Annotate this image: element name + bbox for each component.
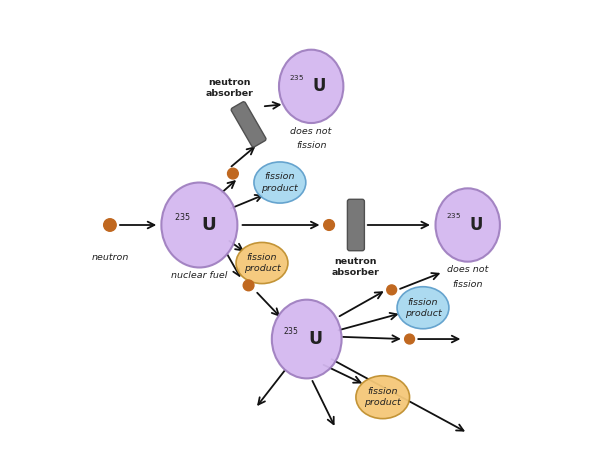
Text: product: product <box>364 398 401 407</box>
Text: does not: does not <box>447 265 488 274</box>
Text: product: product <box>404 309 442 318</box>
Text: fission: fission <box>247 253 277 262</box>
Ellipse shape <box>356 376 410 419</box>
Circle shape <box>243 280 254 291</box>
Text: U: U <box>469 216 482 234</box>
Ellipse shape <box>272 300 341 378</box>
Text: product: product <box>244 264 280 273</box>
FancyBboxPatch shape <box>347 199 364 251</box>
Ellipse shape <box>236 243 288 284</box>
Text: U: U <box>201 216 216 234</box>
Ellipse shape <box>254 162 306 203</box>
Circle shape <box>104 219 116 231</box>
Text: nuclear fuel: nuclear fuel <box>171 271 227 280</box>
Text: does not: does not <box>290 126 332 135</box>
Text: fission: fission <box>367 387 398 396</box>
Ellipse shape <box>161 183 238 267</box>
Text: $^{235}$: $^{235}$ <box>283 327 299 337</box>
Text: $^{235}$: $^{235}$ <box>175 212 191 222</box>
Text: neutron
absorber: neutron absorber <box>206 78 254 98</box>
Ellipse shape <box>279 50 343 123</box>
Circle shape <box>324 220 334 230</box>
Text: $^{235}$: $^{235}$ <box>289 75 304 85</box>
Text: U: U <box>313 77 326 95</box>
Text: fission: fission <box>265 172 295 181</box>
FancyBboxPatch shape <box>231 102 266 147</box>
Text: fission: fission <box>408 297 438 306</box>
Ellipse shape <box>397 287 449 329</box>
Circle shape <box>387 285 397 295</box>
Circle shape <box>404 334 415 344</box>
Text: $^{235}$: $^{235}$ <box>446 213 461 223</box>
Text: neutron
absorber: neutron absorber <box>332 257 380 277</box>
Text: U: U <box>308 330 323 348</box>
Text: fission: fission <box>452 280 483 289</box>
Text: product: product <box>262 184 298 193</box>
Text: fission: fission <box>296 141 326 150</box>
Circle shape <box>227 168 238 179</box>
Text: neutron: neutron <box>91 253 128 262</box>
Ellipse shape <box>436 189 500 261</box>
